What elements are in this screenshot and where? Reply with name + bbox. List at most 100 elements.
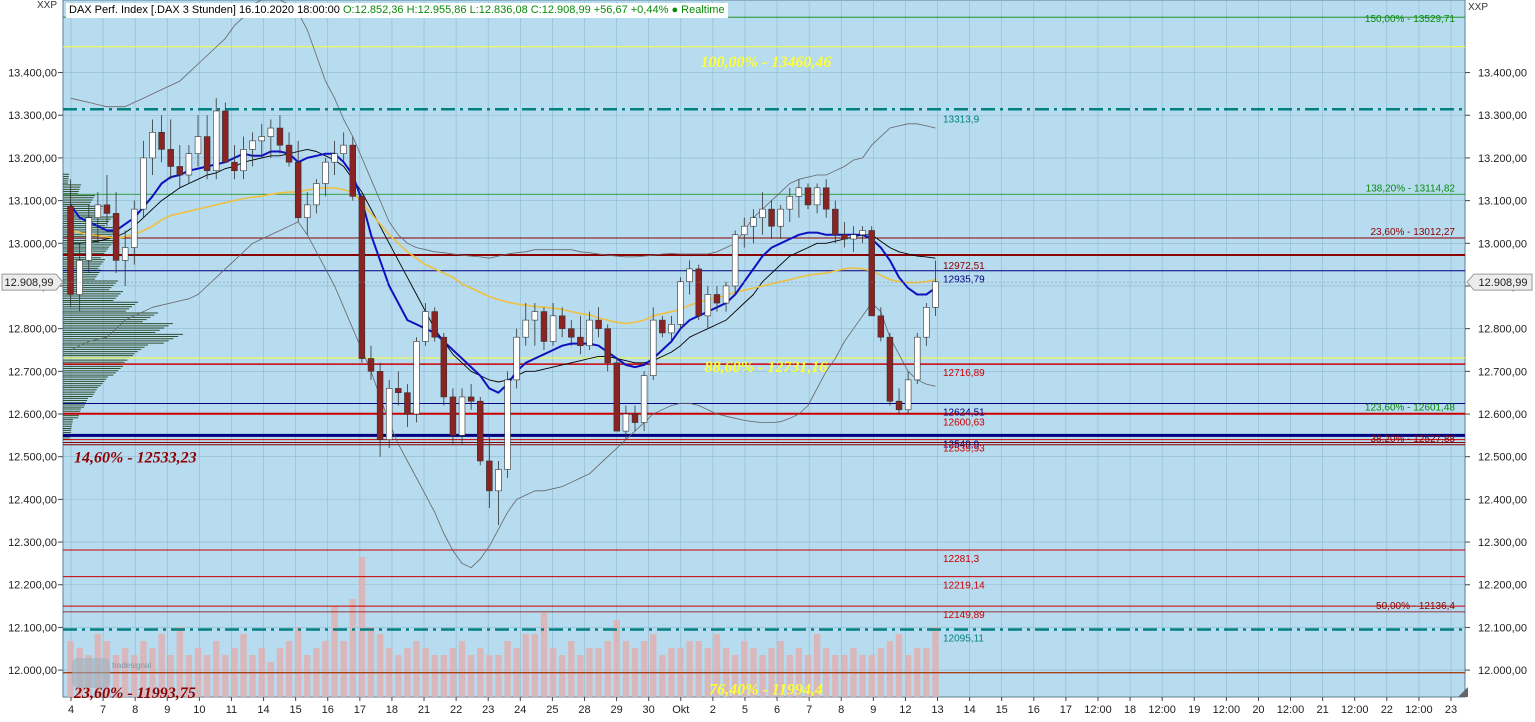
x-tick-label: 13	[931, 704, 943, 716]
y-tick-label-right: 13.300,00	[1478, 110, 1527, 122]
x-tick-label: 8	[838, 704, 844, 716]
candle-body	[713, 294, 721, 304]
x-tick-label: 29	[610, 704, 622, 716]
level-label: 100,00% - 13460,46	[701, 54, 832, 71]
candle-body	[140, 157, 147, 210]
volume-bar	[841, 655, 848, 697]
candle-body	[577, 336, 584, 347]
volume-bar	[932, 627, 939, 697]
x-tick-label: 24	[514, 704, 526, 716]
volume-bar	[213, 641, 220, 697]
level-label: 12149,89	[943, 610, 985, 621]
candle-body	[158, 132, 165, 150]
x-tick-label: 12:00	[1277, 704, 1305, 716]
volume-bar	[531, 634, 539, 697]
volume-bar	[158, 634, 165, 697]
volume-bar	[267, 662, 275, 697]
candle-body	[349, 144, 356, 197]
level-label: 88,60% - 12731,16	[705, 359, 828, 376]
x-tick-label: 12:00	[1341, 704, 1369, 716]
x-tick-label: 16	[1028, 704, 1040, 716]
volume-bar	[622, 641, 630, 697]
candle-body	[213, 110, 220, 172]
chart-title: DAX Perf. Index [.DAX 3 Stunden] 16.10.2…	[69, 4, 340, 16]
y-tick-label-left: 12.200,00	[8, 580, 57, 592]
volume-bar	[558, 655, 566, 697]
candle-body	[67, 205, 74, 295]
volume-bar	[832, 655, 839, 697]
candle-body	[558, 315, 566, 329]
volume-bar	[859, 655, 866, 697]
candle-body	[686, 268, 693, 283]
candle-body	[449, 396, 457, 436]
volume-bar	[504, 641, 511, 697]
y-tick-label-right: 12.400,00	[1478, 494, 1527, 506]
candles	[67, 98, 939, 525]
y-tick-label-right: 12.200,00	[1478, 580, 1527, 592]
candle-body	[650, 319, 657, 376]
volume-bar	[868, 655, 875, 697]
volume-bar	[759, 655, 766, 697]
candle-body	[877, 315, 885, 338]
volume-bar	[604, 641, 611, 697]
candle-body	[850, 234, 857, 240]
volume-bar	[358, 557, 366, 697]
volume-bar	[713, 634, 721, 697]
candle-body	[522, 319, 529, 338]
x-tick-label: 22	[450, 704, 462, 716]
candle-body	[176, 166, 184, 176]
x-tick-label: 12:00	[1148, 704, 1176, 716]
y-tick-label-left: 12.700,00	[8, 366, 57, 378]
y-tick-label-right: 12.000,00	[1478, 665, 1527, 677]
y-tick-label-right: 13.000,00	[1478, 238, 1527, 250]
level-label: 150,00% - 13529,71	[1365, 14, 1456, 25]
x-tick-label: 14	[963, 704, 975, 716]
candle-body	[540, 311, 548, 342]
volume-bar	[176, 627, 183, 697]
volume-bar	[376, 634, 384, 697]
y-tick-label-right: 12.100,00	[1478, 622, 1527, 634]
volume-bar	[67, 641, 74, 697]
candle-body	[904, 379, 912, 411]
candle-body	[813, 187, 821, 206]
level-label: 50,00% - 12136,4	[1376, 601, 1455, 612]
candle-body	[486, 460, 493, 492]
volume-bar	[294, 627, 302, 697]
candle-body	[367, 358, 375, 372]
y-tick-label-left: 12.100,00	[8, 622, 57, 634]
chart-header: DAX Perf. Index [.DAX 3 Stunden] 16.10.2…	[66, 3, 728, 18]
candle-body	[131, 208, 138, 248]
plot-area[interactable]	[62, 0, 1466, 698]
candle-body	[495, 469, 502, 492]
level-lines	[63, 16, 1465, 674]
volume-bar	[222, 655, 229, 697]
candle-body	[704, 294, 712, 317]
candle-body	[404, 392, 411, 415]
candle-body	[258, 136, 265, 142]
candle-body	[777, 208, 784, 227]
y-tick-label-left: 12.000,00	[8, 665, 57, 677]
candle-body	[731, 234, 739, 287]
x-tick-label: 17	[1060, 704, 1072, 716]
level-label: 12972,51	[943, 261, 985, 272]
volume-bar	[340, 641, 347, 697]
y-tick-label-left: 12.800,00	[8, 324, 57, 336]
volume-bar	[777, 641, 784, 697]
x-tick-label: 22	[1381, 704, 1393, 716]
x-tick-label: 7	[100, 704, 106, 716]
y-tick-label-left: 12.400,00	[8, 494, 57, 506]
candle-body	[504, 379, 511, 470]
candle-body	[859, 230, 866, 236]
level-label: 12935,79	[943, 275, 985, 286]
volume-bar	[886, 641, 894, 697]
y-tick-label-right: 12.500,00	[1478, 452, 1527, 464]
candle-body	[914, 336, 921, 381]
volume-bar	[540, 613, 548, 697]
x-tick-label: 20	[1252, 704, 1264, 716]
candle-body	[595, 319, 602, 329]
volume-bar	[112, 655, 120, 697]
y-axis-left: 13.400,00 13.300,00 13.200,00 13.100,00 13.0…	[1, 68, 64, 677]
candle-body	[385, 388, 393, 440]
volume-bar	[249, 655, 256, 697]
